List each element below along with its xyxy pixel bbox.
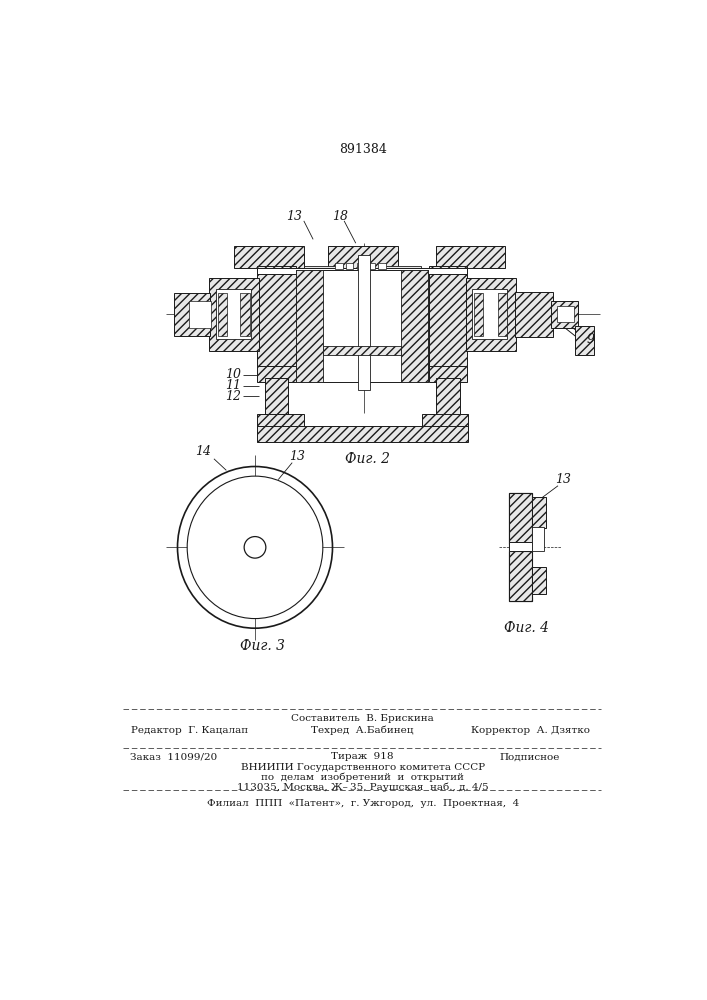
- Bar: [436, 246, 506, 268]
- Bar: [428, 266, 467, 366]
- Text: Фиг. 2: Фиг. 2: [345, 452, 390, 466]
- Bar: [356, 263, 364, 269]
- Text: Редактор  Г. Кацалап: Редактор Г. Кацалап: [131, 726, 247, 735]
- Bar: [382, 266, 421, 274]
- Bar: [335, 263, 343, 269]
- Text: Фиг. 4: Фиг. 4: [504, 621, 549, 635]
- Text: 113035, Москва, Ж– 35, Раушская  наб., д. 4/5: 113035, Москва, Ж– 35, Раушская наб., д.…: [237, 782, 489, 792]
- Bar: [436, 378, 460, 416]
- Bar: [515, 292, 554, 337]
- Bar: [209, 278, 259, 351]
- Text: 10: 10: [225, 368, 241, 381]
- Bar: [216, 289, 251, 339]
- Bar: [265, 378, 288, 416]
- Text: 8: 8: [418, 352, 426, 365]
- Bar: [509, 493, 532, 544]
- Text: 13: 13: [555, 473, 571, 486]
- Bar: [234, 246, 304, 268]
- Text: 13: 13: [286, 210, 302, 223]
- Text: по  делам  изобретений  и  открытий: по делам изобретений и открытий: [262, 773, 464, 782]
- Bar: [368, 263, 375, 269]
- Bar: [296, 270, 323, 382]
- Bar: [466, 278, 516, 351]
- Text: ВНИИПИ Государственного комитета СССР: ВНИИПИ Государственного комитета СССР: [240, 763, 485, 772]
- Text: 18: 18: [332, 210, 349, 223]
- Bar: [532, 567, 547, 594]
- Bar: [296, 270, 428, 382]
- Text: 14: 14: [195, 445, 211, 458]
- Bar: [257, 268, 467, 274]
- Text: 11: 11: [225, 379, 241, 392]
- Bar: [378, 263, 386, 269]
- Bar: [532, 497, 547, 528]
- Bar: [218, 293, 227, 336]
- Bar: [551, 301, 578, 328]
- Text: Составитель  В. Брискина: Составитель В. Брискина: [291, 714, 434, 723]
- Bar: [474, 293, 483, 336]
- Bar: [257, 426, 468, 442]
- Bar: [346, 263, 354, 269]
- Bar: [328, 246, 397, 268]
- Bar: [509, 542, 532, 551]
- Bar: [532, 527, 544, 551]
- Text: 891384: 891384: [339, 143, 387, 156]
- Text: Заказ  11099/20: Заказ 11099/20: [130, 752, 217, 761]
- Bar: [174, 293, 210, 336]
- Ellipse shape: [177, 466, 332, 628]
- Bar: [257, 366, 296, 382]
- Bar: [575, 326, 595, 355]
- Text: Корректор  А. Дзятко: Корректор А. Дзятко: [471, 726, 590, 735]
- Bar: [509, 551, 532, 601]
- Text: Филиал  ППП  «Патент»,  г. Ужгород,  ул.  Проектная,  4: Филиал ППП «Патент», г. Ужгород, ул. Про…: [206, 799, 519, 808]
- Text: 13: 13: [290, 450, 305, 463]
- Text: Подписное: Подписное: [500, 752, 561, 761]
- Text: Тираж  918: Тираж 918: [332, 752, 394, 761]
- Bar: [472, 289, 507, 339]
- Bar: [557, 306, 574, 322]
- Bar: [304, 266, 343, 274]
- Ellipse shape: [187, 476, 323, 619]
- Text: 12: 12: [225, 390, 241, 403]
- Bar: [240, 293, 250, 336]
- Text: 9: 9: [587, 333, 595, 346]
- Bar: [358, 255, 370, 389]
- Bar: [421, 414, 468, 428]
- Bar: [257, 266, 296, 366]
- Bar: [257, 414, 304, 428]
- Bar: [189, 301, 211, 328]
- Bar: [498, 293, 507, 336]
- Text: Фиг. 3: Фиг. 3: [240, 639, 285, 653]
- Text: Техред  А.Бабинец: Техред А.Бабинец: [312, 726, 414, 735]
- Bar: [428, 366, 467, 382]
- Bar: [323, 346, 401, 355]
- Bar: [401, 270, 428, 382]
- Ellipse shape: [244, 537, 266, 558]
